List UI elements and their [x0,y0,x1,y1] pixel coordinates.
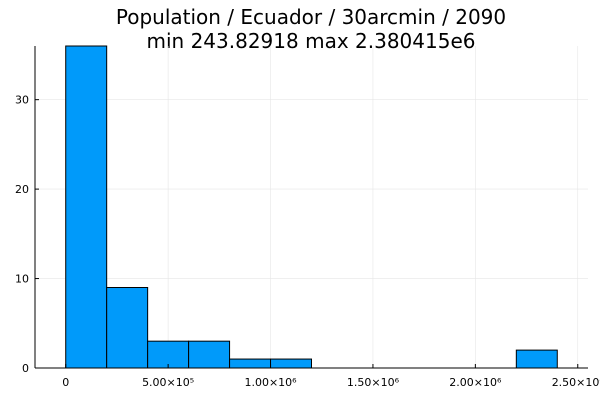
histogram-bar-1 [106,287,149,369]
x-tick-label-1: 5.00×10⁵ [142,376,194,389]
histogram-bar-3 [188,340,231,369]
histogram-bar-2 [147,340,190,369]
x-tick-label-5: 2.50×10⁶ [552,376,600,389]
x-tick-label-0: 0 [62,376,69,389]
x-axis-ticks: 0 5.00×10⁵ 1.00×10⁶ 1.50×10⁶ 2.00×10⁶ 2.50×10… [62,364,600,389]
histogram-bar-6 [515,349,558,369]
y-axis-ticks: 0 10 20 30 [15,94,39,375]
x-tick-label-4: 2.00×10⁶ [449,376,502,389]
x-tick-label-2: 1.00×10⁶ [244,376,297,389]
histogram-bar-4 [229,358,272,369]
histogram-bars [65,45,558,369]
chart-title-line-1: Population / Ecuador / 30arcmin / 2090 [116,5,506,29]
x-tick-label-3: 1.50×10⁶ [347,376,400,389]
y-tick-label-2: 20 [15,183,29,196]
y-tick-label-0: 0 [22,362,29,375]
chart-title-line-2: min 243.82918 max 2.380415e6 [147,29,476,53]
histogram-bar-5 [270,358,313,369]
y-tick-label-1: 10 [15,273,29,286]
y-tick-label-3: 30 [15,94,29,107]
histogram-bar-0 [65,45,108,369]
